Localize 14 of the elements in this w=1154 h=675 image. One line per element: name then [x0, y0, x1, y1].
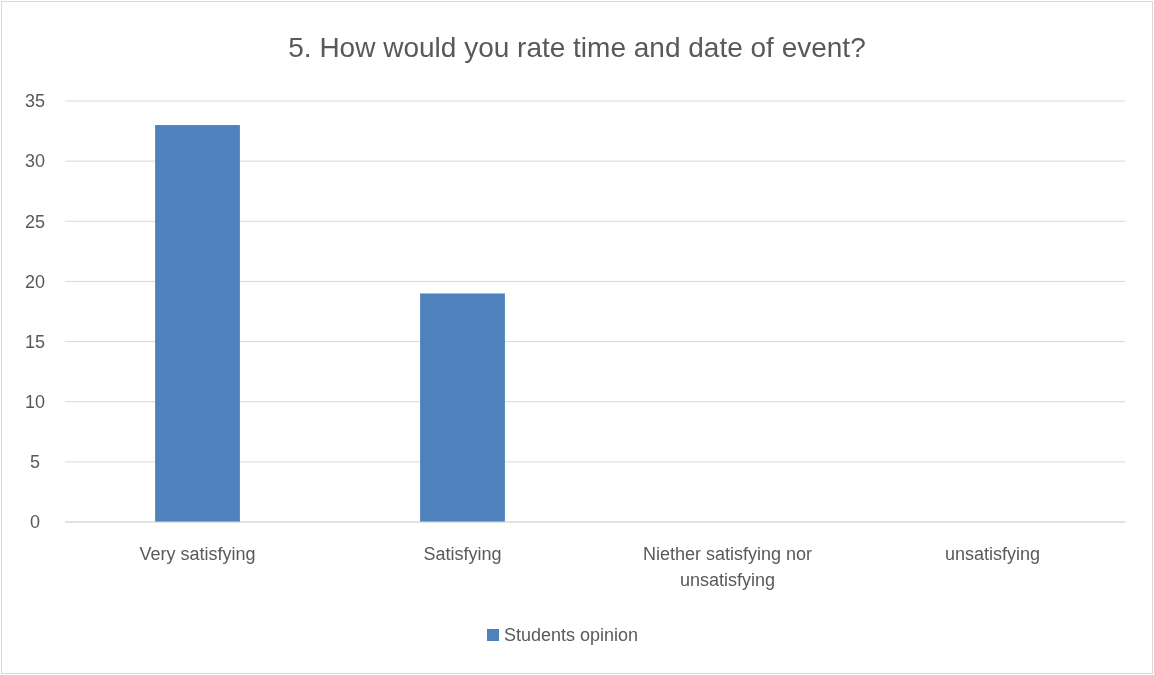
x-tick-label: Satisfying: [423, 544, 502, 564]
y-tick-label: 30: [24, 151, 46, 172]
x-tick-label: Very satisfying: [139, 544, 256, 564]
legend-label: Students opinion: [504, 625, 639, 646]
y-tick-label: 0: [29, 512, 41, 533]
y-tick-label: 35: [24, 91, 46, 112]
chart-title: 5. How would you rate time and date of event?: [288, 32, 866, 63]
y-tick-label: 5: [29, 452, 41, 473]
y-tick-label: 25: [24, 211, 46, 232]
y-tick-label: 20: [24, 271, 46, 292]
x-tick-label: unsatisfying: [944, 544, 1041, 564]
y-tick-label: 10: [24, 392, 46, 413]
y-tick-label: 15: [24, 331, 46, 352]
x-tick-label: Niether satisfying nor unsatisfying: [642, 544, 813, 590]
